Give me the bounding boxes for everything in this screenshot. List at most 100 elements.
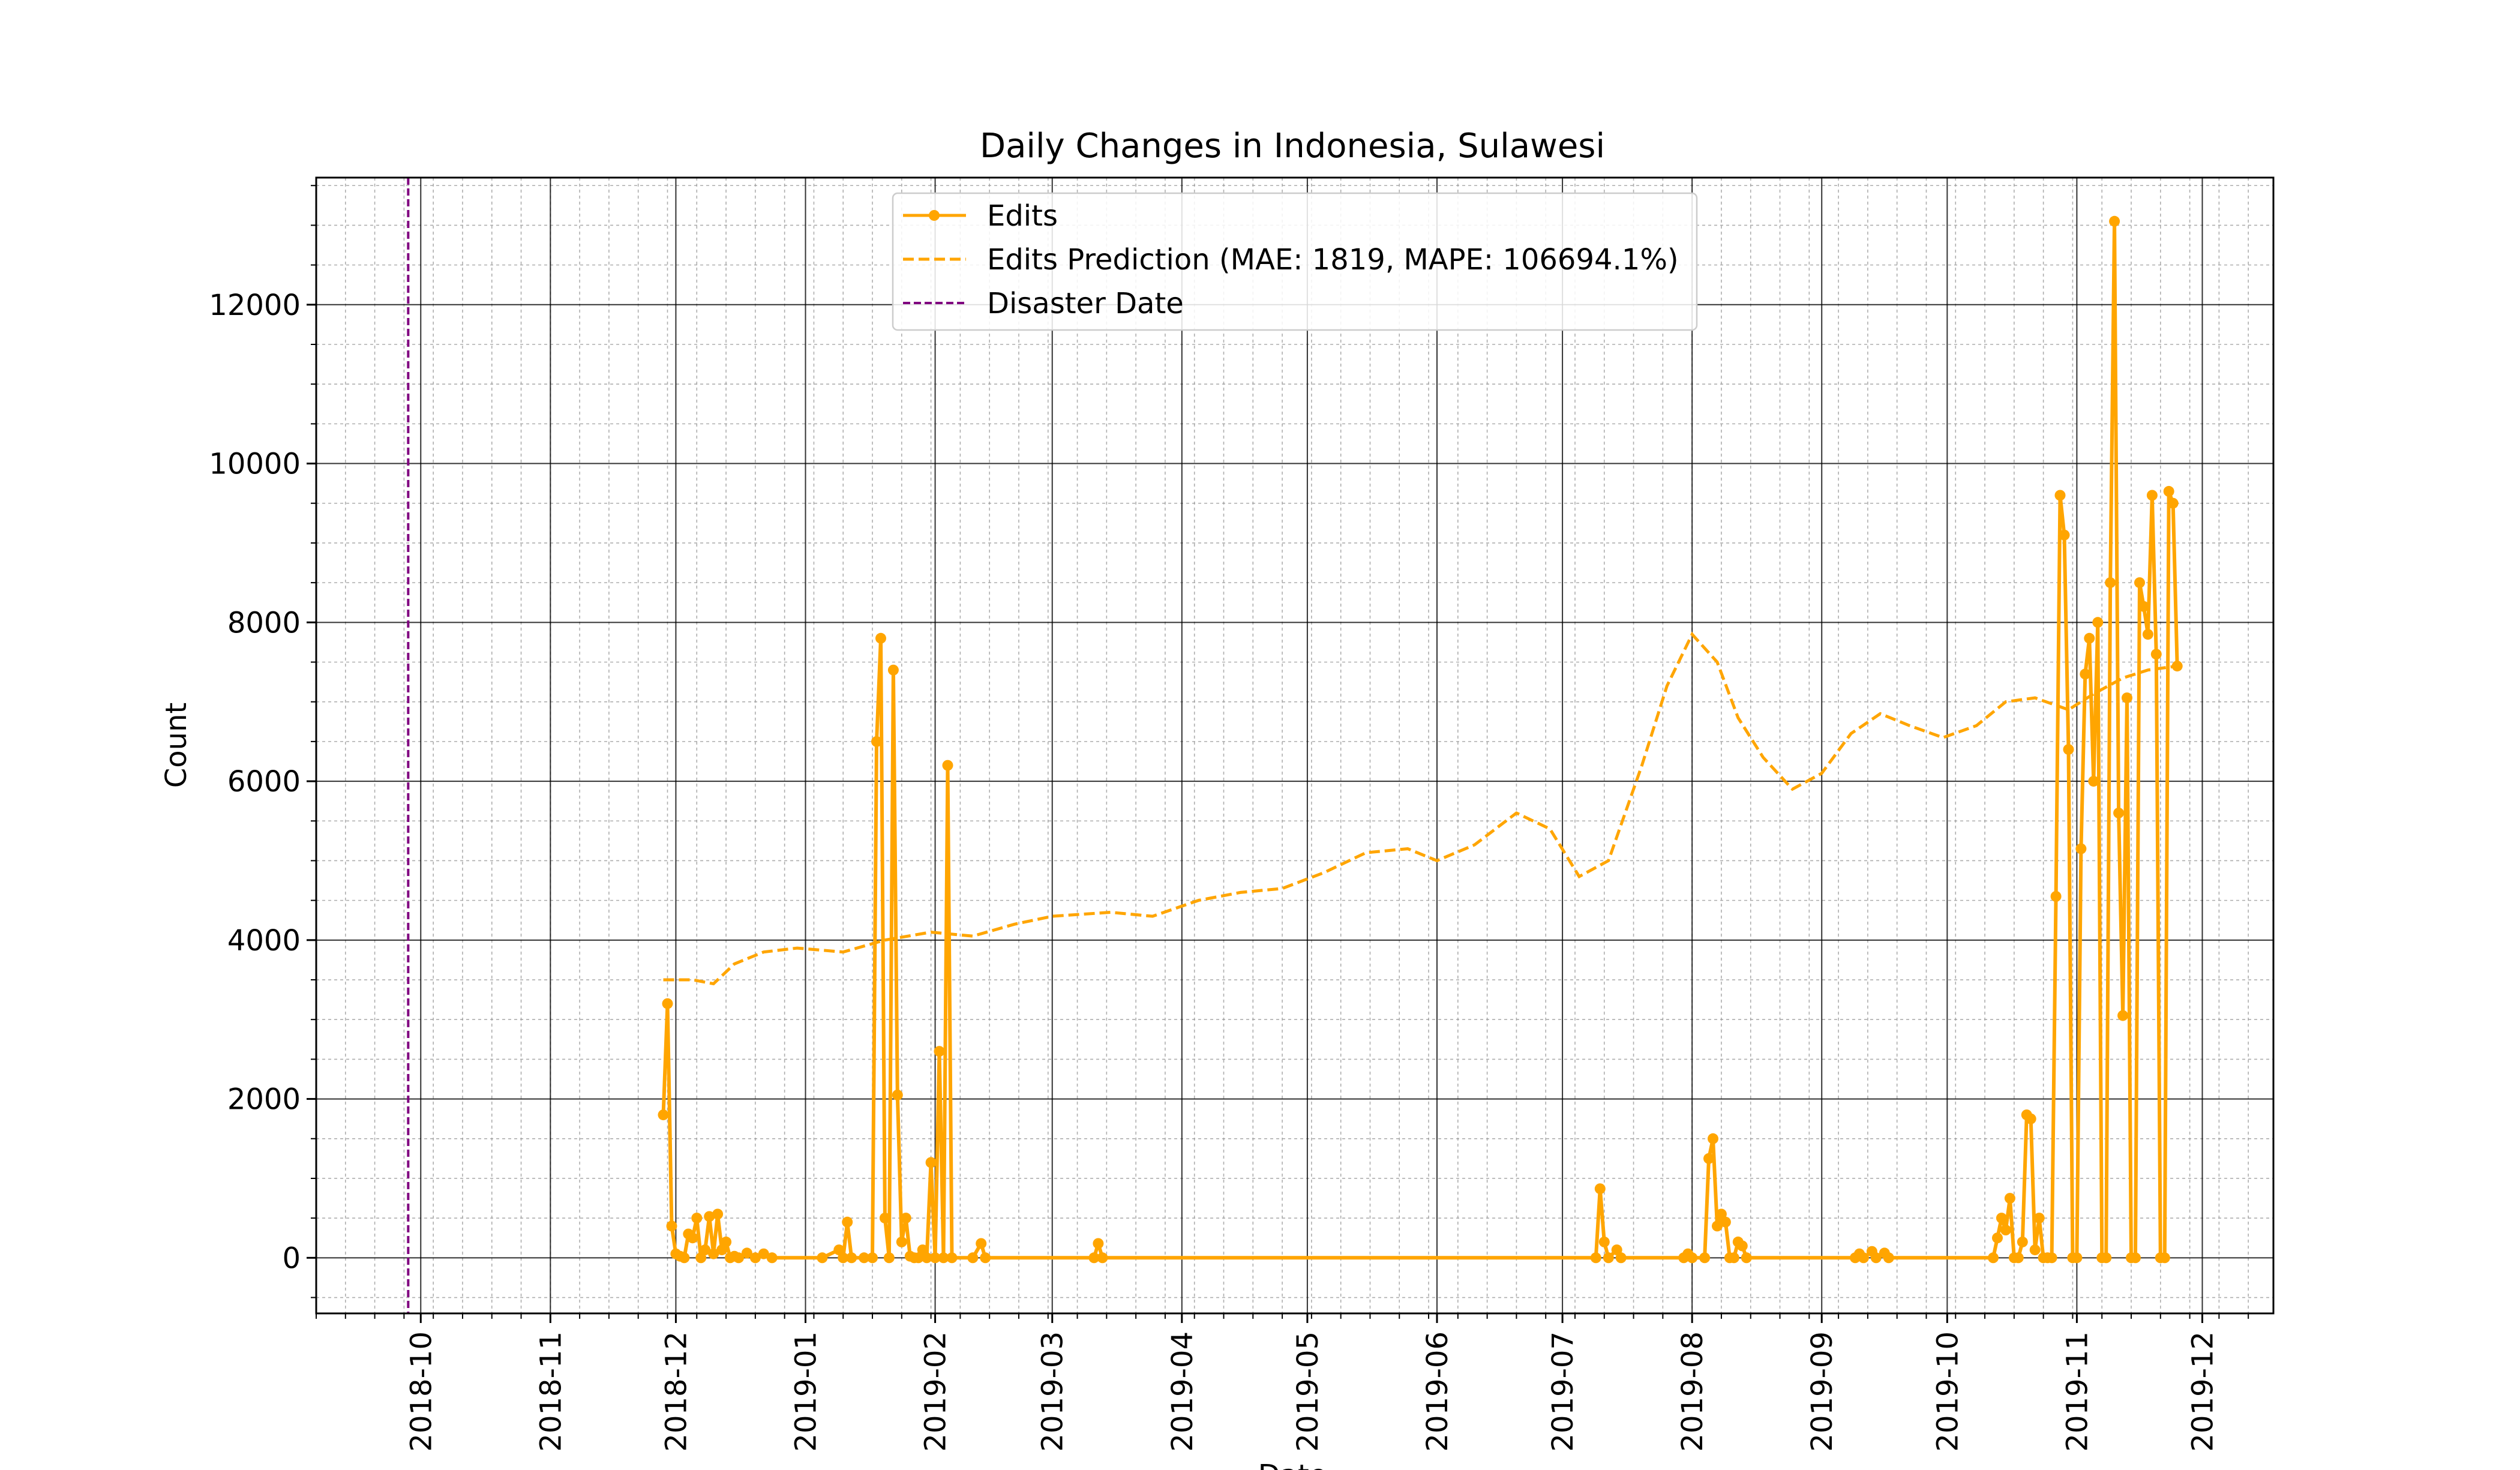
edits-data-point: [967, 1252, 979, 1264]
edits-data-point: [1703, 1153, 1714, 1164]
edits-data-point: [2071, 1252, 2083, 1264]
y-tick-label: 6000: [227, 765, 301, 799]
chart-title: Daily Changes in Indonesia, Sulawesi: [980, 127, 1605, 166]
edits-data-point: [1883, 1252, 1894, 1264]
edits-data-point: [1598, 1236, 1610, 1247]
edits-data-point: [733, 1252, 744, 1264]
edits-data-point: [2105, 577, 2116, 589]
edits-data-point: [925, 1157, 937, 1168]
edits-data-point: [1988, 1252, 1999, 1264]
edits-data-point: [2000, 1225, 2011, 1235]
edits-data-point: [892, 1090, 903, 1100]
edits-data-point: [2025, 1113, 2036, 1124]
edits-data-point: [2059, 529, 2070, 541]
edits-data-point: [842, 1216, 853, 1228]
edits-data-point: [2113, 808, 2125, 818]
x-tick-label: 2019-07: [1546, 1331, 1580, 1452]
x-tick-label: 2018-11: [534, 1331, 568, 1452]
edits-data-point: [2017, 1236, 2028, 1247]
y-axis-ticks: 0 2000 4000 6000 8000 10000 12000: [209, 185, 316, 1298]
edits-data-point: [980, 1252, 991, 1264]
edits-data-point: [896, 1236, 907, 1247]
edits-data-point: [700, 1244, 711, 1256]
edits-data-point: [2012, 1252, 2024, 1264]
edits-data-point: [704, 1211, 715, 1222]
edits-data-point: [1093, 1238, 1104, 1249]
edits-data-point: [1708, 1133, 1718, 1144]
edits-data-point: [2033, 1213, 2045, 1224]
edits-data-point: [2029, 1244, 2041, 1256]
edits-data-point: [1611, 1244, 1622, 1256]
legend-frame: [892, 192, 1698, 331]
edits-data-point: [766, 1252, 778, 1264]
series-layer: [658, 215, 2183, 1264]
edits-data-point: [900, 1213, 911, 1224]
edits-data-point: [1699, 1252, 1711, 1264]
edits-data-point: [913, 1252, 924, 1264]
legend-prediction-label: Edits Prediction (MAE: 1819, MAPE: 10669…: [987, 243, 1679, 277]
edits-data-point: [712, 1208, 724, 1220]
edits-data-point: [2084, 632, 2095, 644]
x-tick-label: 2019-05: [1291, 1331, 1325, 1452]
edits-data-point: [976, 1238, 987, 1249]
prediction-series-line: [663, 631, 2178, 986]
edits-data-point: [1720, 1216, 1731, 1228]
edits-data-point: [2146, 490, 2158, 501]
edits-data-point: [1858, 1252, 1869, 1264]
y-tick-label: 12000: [209, 289, 301, 322]
edits-data-point: [2138, 601, 2149, 612]
y-tick-label: 2000: [227, 1083, 301, 1117]
x-axis-ticks: 2018-10 2018-11 2018-12 2019-01 2019-02 2019-…: [316, 1313, 2249, 1452]
edits-data-point: [871, 736, 882, 747]
y-tick-label: 10000: [209, 448, 301, 481]
edits-data-point: [2171, 661, 2183, 672]
edits-data-point: [2101, 1252, 2112, 1264]
x-tick-label: 2019-10: [1931, 1331, 1964, 1452]
x-tick-label: 2018-12: [659, 1331, 693, 1452]
legend-edits-label: Edits: [987, 199, 1058, 233]
x-tick-label: 2019-02: [919, 1331, 953, 1452]
edits-data-point: [2088, 776, 2099, 787]
edits-data-point: [838, 1252, 849, 1264]
edits-data-point: [1088, 1252, 1100, 1264]
legend-edits-marker: [929, 210, 940, 221]
edits-data-point: [749, 1252, 761, 1264]
x-tick-label: 2019-09: [1805, 1331, 1839, 1452]
edits-data-point: [2075, 843, 2087, 854]
edits-data-point: [662, 998, 673, 1009]
edits-data-point: [1736, 1240, 1748, 1252]
edits-data-point: [846, 1252, 857, 1264]
edits-data-point: [2159, 1252, 2170, 1264]
x-tick-label: 2019-03: [1036, 1331, 1070, 1452]
edits-data-point: [1992, 1232, 2003, 1244]
edits-data-point: [1715, 1208, 1727, 1220]
edits-data-point: [1996, 1213, 2007, 1224]
edits-data-point: [867, 1252, 878, 1264]
edits-data-point: [1687, 1252, 1698, 1264]
x-tick-label: 2019-08: [1676, 1331, 1709, 1452]
edits-data-point: [708, 1248, 719, 1259]
edits-data-point: [721, 1236, 732, 1247]
edits-data-point: [666, 1220, 677, 1232]
edits-data-point: [2163, 485, 2174, 497]
edits-data-point: [2046, 1252, 2057, 1264]
edits-data-point: [833, 1244, 845, 1256]
minor-grid: [316, 178, 2273, 1313]
edits-data-point: [934, 1046, 945, 1057]
y-tick-label: 8000: [227, 606, 301, 640]
x-tick-label: 2019-11: [2060, 1331, 2094, 1452]
edits-data-point: [917, 1244, 928, 1256]
edits-data-point: [2109, 215, 2120, 227]
edits-data-point: [2167, 497, 2179, 509]
edits-data-point: [1712, 1220, 1723, 1232]
edits-data-point: [1615, 1252, 1627, 1264]
edits-data-point: [658, 1109, 669, 1121]
edits-data-point: [2130, 1252, 2141, 1264]
edits-data-point: [2080, 668, 2091, 680]
edits-data-point: [929, 1252, 941, 1264]
x-tick-label: 2018-10: [404, 1331, 438, 1452]
edits-data-point: [2122, 692, 2132, 704]
edits-data-point: [817, 1252, 828, 1264]
edits-data-point: [887, 664, 899, 676]
